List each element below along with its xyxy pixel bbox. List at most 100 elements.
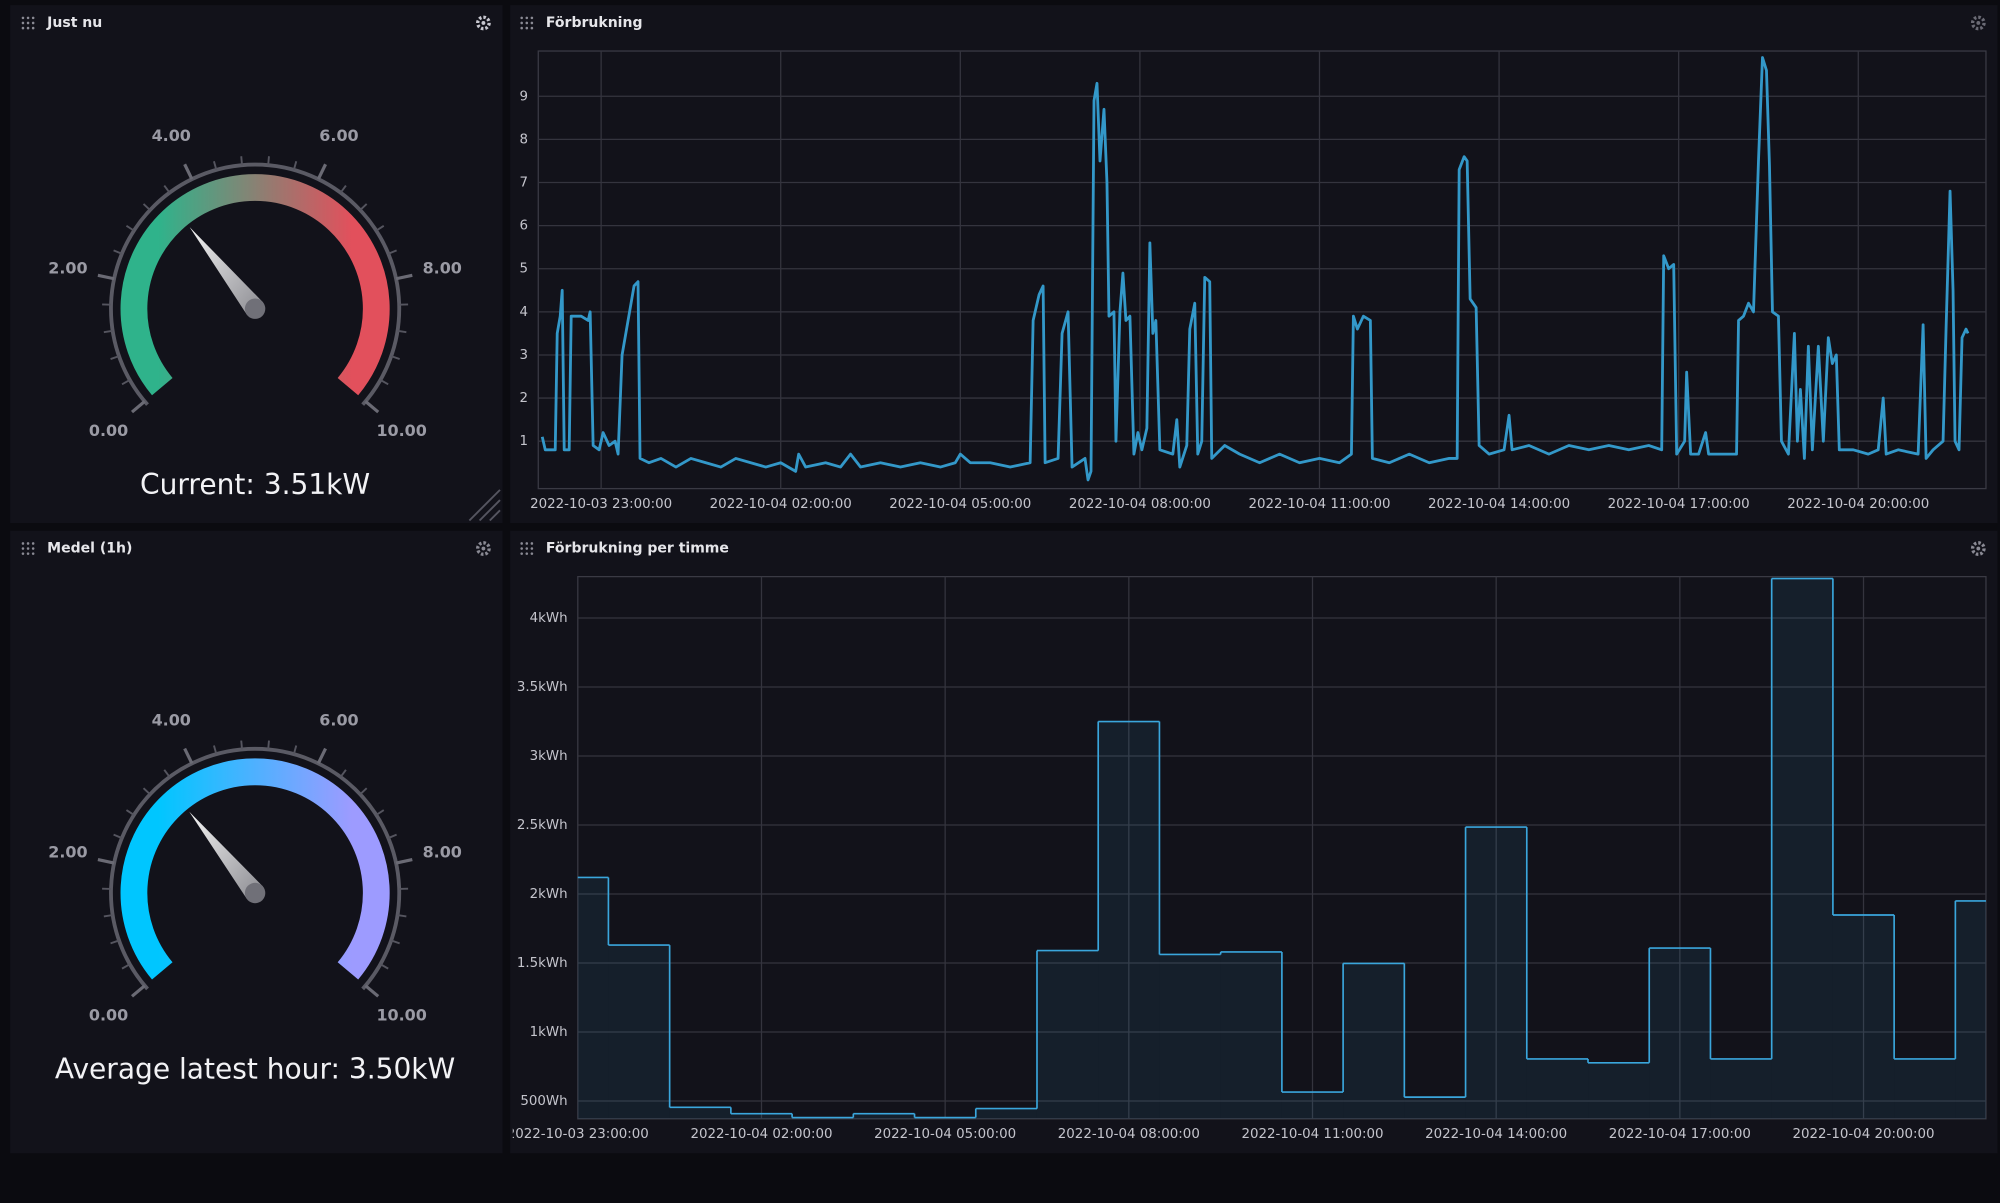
gauge-minor-tick [103, 914, 113, 918]
gauge-major-tick [395, 858, 413, 865]
step-area [1649, 948, 1711, 1119]
step-area [1526, 1058, 1589, 1119]
x-tick-label: 2022-10-04 02:00:00 [710, 497, 852, 512]
y-tick-label: 4kWh [530, 611, 568, 626]
y-tick-label: 3 [520, 348, 529, 363]
gauge-minor-tick [267, 156, 270, 166]
drag-handle[interactable] [520, 542, 534, 555]
gauge-tick-label: 2.00 [48, 843, 87, 862]
panel-title: Förbrukning [546, 15, 643, 31]
y-tick-label: 6 [520, 219, 529, 234]
gauge-needle [189, 227, 264, 316]
y-tick-label: 2.5kWh [517, 818, 568, 833]
y-tick-label: 1kWh [530, 1025, 568, 1040]
settings-icon[interactable] [476, 541, 491, 556]
y-tick-label: 5 [520, 262, 529, 277]
step-area [1832, 914, 1895, 1119]
step-area [1404, 1097, 1466, 1119]
step-area [1281, 1092, 1344, 1119]
drag-handle[interactable] [520, 16, 534, 30]
step-area [730, 1113, 793, 1119]
y-tick-label: 2 [520, 391, 529, 406]
step-area [975, 1108, 1037, 1119]
y-tick-label: 1.5kWh [517, 956, 568, 971]
settings-icon[interactable] [1970, 541, 1986, 556]
settings-icon[interactable] [1970, 15, 1986, 31]
gauge-minor-tick [113, 833, 123, 839]
step-area [1894, 1058, 1956, 1119]
drag-handle[interactable] [21, 16, 35, 30]
step-area [577, 877, 609, 1119]
gauge-tick-label: 0.00 [89, 1006, 128, 1025]
gauge-major-tick [97, 273, 115, 281]
gauge-minor-tick [390, 939, 400, 945]
y-tick-label: 2kWh [530, 887, 568, 902]
gauge-minor-tick [339, 184, 347, 194]
gauge-ring [109, 162, 402, 406]
gauge-value-label: Current: 3.51kW [140, 468, 370, 501]
y-tick-label: 500Wh [520, 1094, 567, 1109]
gauge-tick-label: 0.00 [89, 421, 128, 440]
x-tick-label: 2022-10-04 20:00:00 [1792, 1127, 1934, 1142]
x-tick-label: 2022-10-04 11:00:00 [1241, 1127, 1383, 1142]
y-tick-label: 3.5kWh [517, 680, 568, 695]
panel-title: Förbrukning per timme [546, 541, 729, 557]
gauge-track [120, 174, 390, 396]
step-area [1343, 963, 1405, 1119]
gauge-minor-tick [379, 963, 389, 970]
x-tick-label: 2022-10-04 05:00:00 [874, 1127, 1016, 1142]
resize-handle[interactable] [468, 489, 501, 522]
gauge-minor-tick [359, 787, 368, 796]
gauge-minor-tick [397, 329, 407, 334]
y-tick-label: 4 [520, 305, 529, 320]
settings-icon[interactable] [476, 15, 491, 31]
x-tick-label: 2022-10-03 23:00:00 [530, 497, 672, 512]
gauge-major-tick [183, 747, 194, 765]
gauge-major-tick [316, 163, 327, 180]
data-line [540, 56, 1970, 482]
panel [10, 5, 503, 524]
gauge-minor-tick [110, 355, 120, 360]
panel-title: Just nu [46, 15, 102, 31]
drag-handle[interactable] [21, 542, 35, 555]
x-tick-label: 2022-10-04 17:00:00 [1608, 497, 1750, 512]
gauge-tick-label: 10.00 [376, 421, 426, 440]
y-tick-label: 8 [520, 132, 529, 147]
gauge-minor-tick [292, 161, 298, 171]
gauge-hub [244, 298, 266, 319]
step-area [1220, 951, 1282, 1119]
gauge-track [120, 758, 390, 980]
gauge-ring [109, 747, 402, 991]
gauge-tick-label: 2.00 [48, 258, 87, 277]
panel [10, 530, 503, 1154]
gauge-minor-tick [142, 787, 151, 796]
gauge-minor-tick [125, 224, 135, 232]
gauge-minor-tick [240, 740, 243, 750]
gauge-minor-tick [379, 379, 389, 386]
gauge-minor-tick [163, 769, 171, 778]
step-area [669, 1107, 731, 1119]
x-tick-label: 2022-10-04 14:00:00 [1428, 497, 1570, 512]
y-tick-label: 7 [520, 176, 529, 191]
gauge-minor-tick [103, 329, 113, 334]
y-tick-label: 9 [520, 89, 529, 104]
step-area [608, 945, 670, 1119]
x-tick-label: 2022-10-04 08:00:00 [1069, 497, 1211, 512]
gauge-tick-label: 10.00 [376, 1006, 426, 1025]
plot-area [537, 50, 1987, 490]
y-tick-label: 1 [520, 434, 529, 449]
x-tick-label: 2022-10-04 14:00:00 [1425, 1127, 1567, 1142]
gauge-major-tick [97, 858, 115, 865]
gauge-minor-tick [267, 740, 270, 750]
gauge-hub [244, 882, 266, 904]
gauge-tick-label: 8.00 [423, 258, 462, 277]
x-tick-label: 2022-10-04 08:00:00 [1058, 1127, 1200, 1142]
gauge-major-tick [316, 747, 327, 765]
gauge-major-tick [130, 984, 146, 998]
gauge-minor-tick [387, 249, 397, 255]
panel [510, 5, 1998, 524]
x-tick-label: 2022-10-04 11:00:00 [1248, 497, 1390, 512]
x-tick-label: 2022-10-03 23:00:00 [507, 1127, 649, 1142]
gauge-minor-tick [121, 379, 131, 386]
gauge-major-tick [364, 400, 380, 414]
